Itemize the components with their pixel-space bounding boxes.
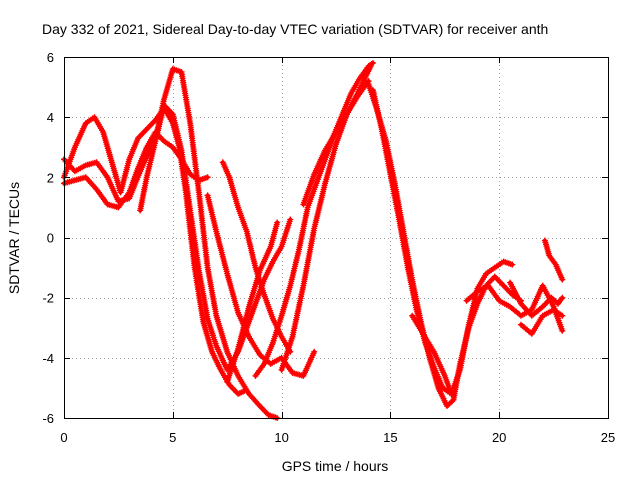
y-tick-label: 4	[47, 110, 54, 125]
x-tick-label: 25	[601, 430, 615, 445]
data-point	[559, 327, 566, 334]
series-track-14	[463, 282, 566, 334]
x-axis-label: GPS time / hours	[282, 458, 389, 474]
y-tick-label: 6	[47, 50, 54, 65]
chart-title: Day 332 of 2021, Sidereal Day-to-day VTE…	[42, 21, 548, 37]
series-track-7	[224, 219, 281, 385]
data-point	[274, 219, 281, 226]
data-point	[509, 261, 516, 268]
y-tick-label: 2	[47, 170, 54, 185]
data-point	[448, 390, 455, 397]
x-tick-label: 20	[492, 430, 506, 445]
data-point	[367, 63, 374, 69]
series-track-15	[507, 279, 566, 319]
tick-layer: 0 5 10 15 20 25 -6 -4 -2 0 2 4 6	[42, 50, 615, 445]
series-track-5	[204, 192, 318, 379]
data-point	[311, 348, 318, 355]
y-tick-label: -6	[42, 411, 54, 426]
y-axis-label: SDTVAR / TECUs	[6, 182, 22, 294]
series-track-10	[300, 78, 372, 208]
y-tick-label: -4	[42, 351, 54, 366]
series-track-16	[518, 306, 566, 337]
series-track-13	[409, 312, 455, 397]
x-tick-label: 10	[274, 430, 288, 445]
data-layer	[61, 60, 566, 421]
y-tick-label: 0	[47, 231, 54, 246]
y-tick-label: -2	[42, 291, 54, 306]
series-track-4	[137, 102, 294, 373]
series-track-17	[541, 237, 566, 283]
data-point	[204, 174, 211, 181]
data-point	[449, 398, 456, 405]
x-tick-label: 0	[60, 430, 67, 445]
data-point	[559, 294, 566, 301]
series-track-8	[252, 60, 376, 379]
series-track-12	[370, 87, 516, 397]
data-point	[559, 276, 566, 283]
x-tick-label: 15	[383, 430, 397, 445]
x-tick-label: 5	[169, 430, 176, 445]
data-point	[559, 312, 566, 319]
data-point	[287, 216, 294, 223]
